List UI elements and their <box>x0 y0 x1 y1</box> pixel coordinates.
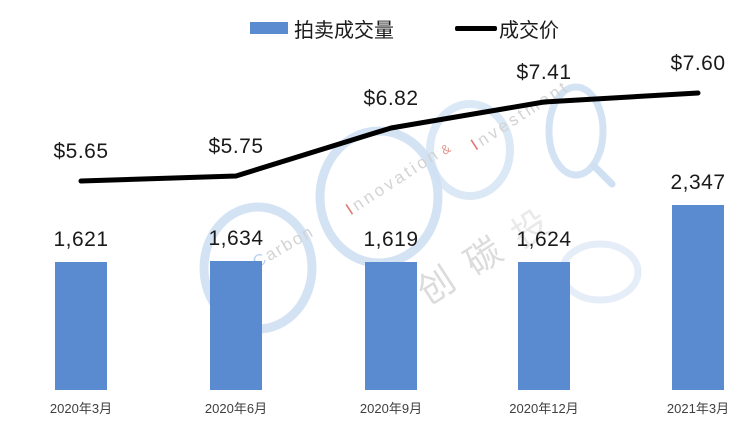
bar-value-label: 1,624 <box>516 228 572 251</box>
bar-2020年9月[interactable] <box>365 262 417 390</box>
price-value-label: $7.60 <box>670 52 726 75</box>
price-value-label: $5.65 <box>53 140 109 163</box>
legend-bar-swatch-icon <box>250 22 288 34</box>
legend-item-price[interactable]: 成交价 <box>455 16 559 42</box>
legend-line-swatch-icon <box>455 25 497 31</box>
bar-2020年3月[interactable] <box>55 262 107 390</box>
legend-label-volume: 拍卖成交量 <box>294 19 394 42</box>
x-axis-label: 2020年3月 <box>49 401 113 416</box>
price-value-label: $6.82 <box>363 87 419 110</box>
x-axis-label: 2020年12月 <box>509 401 579 416</box>
bar-value-label: 1,619 <box>363 228 419 251</box>
bar-2020年12月[interactable] <box>518 262 570 390</box>
bar-value-label: 1,621 <box>53 228 109 251</box>
bar-value-label: 1,634 <box>208 227 264 250</box>
x-axis-label: 2020年9月 <box>359 401 423 416</box>
x-axis-label: 2021年3月 <box>666 401 730 416</box>
bar-2021年3月[interactable] <box>672 205 724 390</box>
x-axis-label: 2020年6月 <box>204 401 268 416</box>
price-value-label: $5.75 <box>208 135 264 158</box>
legend-label-price: 成交价 <box>499 19 559 42</box>
bar-2020年6月[interactable] <box>210 261 262 390</box>
bar-value-label: 2,347 <box>670 171 726 194</box>
legend-item-volume[interactable]: 拍卖成交量 <box>250 16 394 42</box>
price-value-label: $7.41 <box>516 61 572 84</box>
